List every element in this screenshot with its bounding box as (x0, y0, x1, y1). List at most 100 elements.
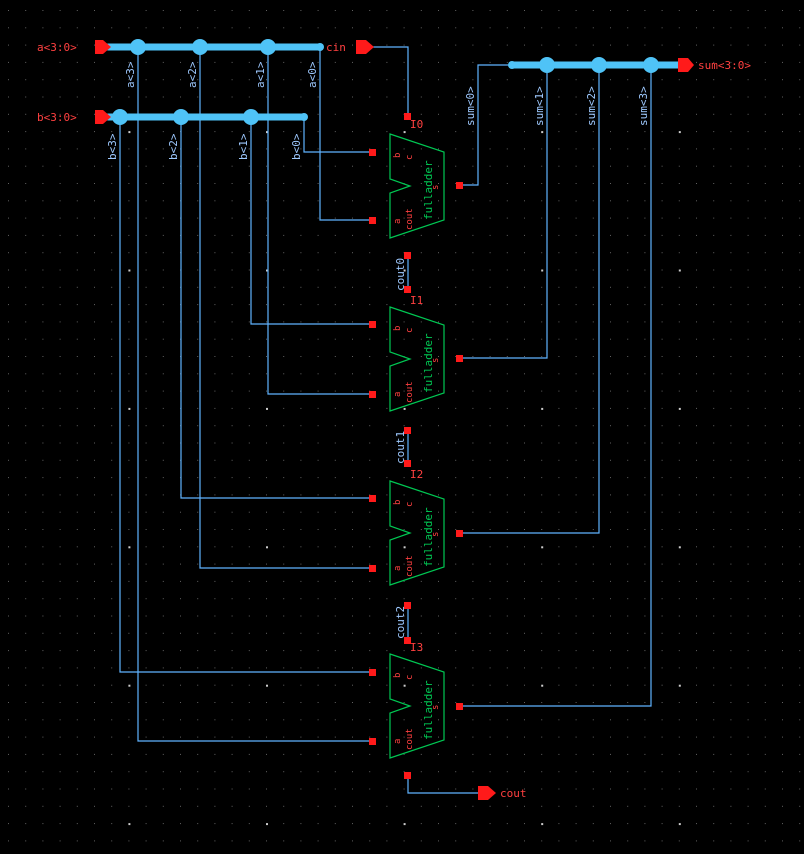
pin-a-name: a (393, 392, 403, 397)
pin-s-square[interactable] (456, 703, 463, 710)
pin-a-bus-label: a<3:0> (37, 41, 77, 54)
pin-s-square[interactable] (456, 355, 463, 362)
label-a3: a<3> (124, 61, 137, 88)
pin-a-square[interactable] (369, 391, 376, 398)
pin-cout-square[interactable] (404, 427, 411, 434)
junction-a3 (130, 39, 146, 55)
pin-cout-name: cout (405, 381, 415, 403)
pin-cout-name: cout (405, 728, 415, 750)
fulladder-body[interactable] (389, 133, 445, 239)
label-b1: b<1> (237, 133, 250, 160)
label-cout2: cout2 (394, 606, 407, 639)
junction-sum3 (643, 57, 659, 73)
pin-b-square[interactable] (369, 149, 376, 156)
pin-sum-bus[interactable]: sum<3:0> (678, 58, 751, 72)
wire-a1 (267, 47, 372, 395)
junction-b0 (300, 113, 308, 121)
pin-b-bus-label: b<3:0> (37, 111, 77, 124)
instance-I0[interactable]: I0 fulladder b c a cout s (369, 113, 463, 259)
wire-b2 (180, 117, 372, 499)
instance-name: I3 (410, 641, 423, 654)
pin-b-name: b (393, 326, 403, 331)
pin-cin[interactable]: cin (326, 40, 374, 54)
pin-s-square[interactable] (456, 182, 463, 189)
pin-b-bus-shape[interactable] (95, 110, 111, 124)
pin-c-name: c (405, 328, 415, 333)
junction-b2 (173, 109, 189, 125)
wire-sum2 (460, 65, 600, 534)
pin-a-square[interactable] (369, 217, 376, 224)
wire-b3 (119, 117, 372, 673)
pin-s-name: s (431, 532, 441, 537)
pin-s-name: s (431, 358, 441, 363)
pin-a-name: a (393, 566, 403, 571)
wire-cout (407, 775, 480, 794)
pin-b-name: b (393, 500, 403, 505)
pin-a-square[interactable] (369, 738, 376, 745)
wire-a0 (319, 47, 372, 221)
wire-cin (372, 46, 409, 116)
wire-b1 (250, 117, 372, 325)
wire-sum3 (460, 65, 652, 707)
label-a1: a<1> (254, 61, 267, 88)
wire-b0 (303, 117, 372, 153)
wire-sum0 (460, 64, 512, 186)
pins[interactable]: a<3:0> b<3:0> cin sum<3:0> cout (37, 40, 751, 800)
fulladder-body[interactable] (389, 653, 445, 759)
instance-name: I1 (410, 294, 423, 307)
pin-a-bus-shape[interactable] (95, 40, 111, 54)
instance-I2[interactable]: I2 fulladder b c a cout s (369, 460, 463, 609)
pin-c-square[interactable] (404, 637, 411, 644)
junction-a2 (192, 39, 208, 55)
pin-cout-shape[interactable] (478, 786, 496, 800)
fulladder-body[interactable] (389, 480, 445, 586)
instance-I3[interactable]: I3 fulladder b c a cout s (369, 637, 463, 779)
pin-b-name: b (393, 153, 403, 158)
junction-a0 (316, 43, 324, 51)
pin-s-name: s (431, 185, 441, 190)
junction-b3 (112, 109, 128, 125)
pin-c-name: c (405, 155, 415, 160)
pin-s-square[interactable] (456, 530, 463, 537)
net-labels: a<3> a<2> a<1> a<0> b<3> b<2> b<1> b<0> … (106, 61, 650, 639)
pin-a-bus[interactable]: a<3:0> (37, 40, 111, 54)
pin-b-bus[interactable]: b<3:0> (37, 110, 111, 124)
label-b2: b<2> (167, 133, 180, 160)
cell-name: fulladder (422, 680, 435, 740)
instance-name: I0 (410, 118, 423, 131)
bus-junctions (112, 39, 659, 125)
pin-c-square[interactable] (404, 286, 411, 293)
junction-sum1 (539, 57, 555, 73)
pin-s-name: s (431, 705, 441, 710)
pin-cin-shape[interactable] (356, 40, 374, 54)
cell-name: fulladder (422, 333, 435, 393)
pin-b-square[interactable] (369, 669, 376, 676)
pin-b-square[interactable] (369, 321, 376, 328)
label-b3: b<3> (106, 133, 119, 160)
label-b0: b<0> (290, 133, 303, 160)
instance-I1[interactable]: I1 fulladder b c a cout s (369, 286, 463, 434)
pin-c-name: c (405, 502, 415, 507)
pin-cout-square[interactable] (404, 772, 411, 779)
label-cout1: cout1 (394, 431, 407, 464)
pin-a-name: a (393, 219, 403, 224)
pin-b-square[interactable] (369, 495, 376, 502)
label-a0: a<0> (306, 61, 319, 88)
pin-a-square[interactable] (369, 565, 376, 572)
label-sum0: sum<0> (464, 86, 477, 126)
fulladder-body[interactable] (389, 306, 445, 412)
pin-b-name: b (393, 673, 403, 678)
pin-cout[interactable]: cout (478, 786, 527, 800)
pin-c-square[interactable] (404, 460, 411, 467)
pin-cout-square[interactable] (404, 602, 411, 609)
pin-cout-square[interactable] (404, 252, 411, 259)
pin-sum-bus-label: sum<3:0> (698, 59, 751, 72)
pin-c-square[interactable] (404, 113, 411, 120)
wire-a3 (137, 47, 372, 742)
cell-name: fulladder (422, 507, 435, 567)
pin-cin-label: cin (326, 41, 346, 54)
pin-sum-bus-shape[interactable] (678, 58, 694, 72)
wire-sum1 (460, 65, 548, 359)
junction-sum2 (591, 57, 607, 73)
